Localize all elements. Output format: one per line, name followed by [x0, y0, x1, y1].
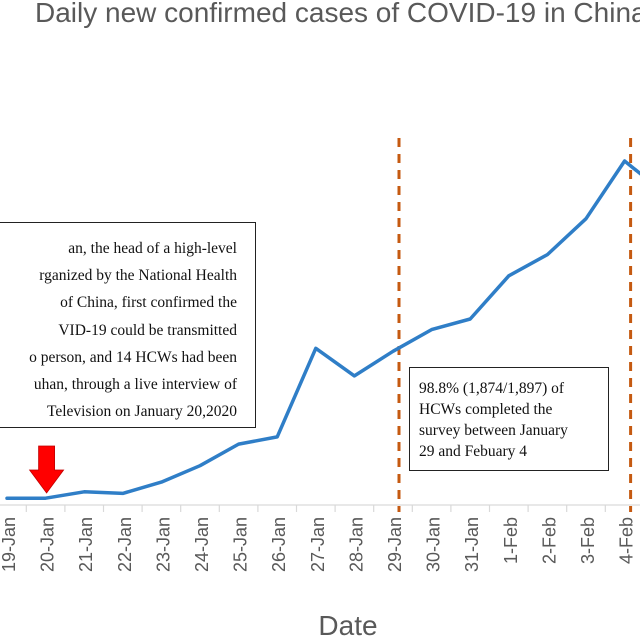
x-tick-label: 2-Feb	[539, 517, 559, 564]
annotation-line: VID-19 could be transmitted	[58, 321, 237, 339]
x-tick-label: 23-Jan	[153, 517, 173, 572]
x-tick-label: 22-Jan	[115, 517, 135, 572]
x-tick-label: 20-Jan	[38, 517, 58, 572]
annotation-line: o person, and 14 HCWs had been	[29, 348, 237, 366]
down-arrow-icon	[28, 445, 65, 494]
annotation-line: 98.8% (1,874/1,897) of	[419, 380, 565, 397]
x-tick-label: 4-Feb	[617, 517, 637, 564]
x-axis-ticks: 19-Jan 20-Jan 21-Jan 22-Jan 23-Jan 24-Jan 25-J…	[0, 505, 637, 572]
x-tick-label: 1-Feb	[501, 517, 521, 564]
series-group	[5, 159, 640, 500]
x-tick-label: 28-Jan	[346, 517, 366, 572]
x-tick-label: 21-Jan	[76, 517, 96, 572]
x-tick-label: 29-Jan	[385, 517, 405, 572]
annotation-line: uhan, through a live interview of	[33, 376, 237, 394]
annotation-line: Television on January 20,2020	[46, 403, 237, 421]
series-line	[5, 159, 640, 500]
interview-annotation-box: an, the head of a high-level rganized by…	[0, 222, 256, 428]
annotation-line: HCWs completed the	[419, 401, 553, 418]
x-tick-label: 30-Jan	[424, 517, 444, 572]
x-tick-label: 27-Jan	[308, 517, 328, 572]
annotation-line: an, the head of a high-level	[68, 240, 237, 257]
x-tick-label: 31-Jan	[462, 517, 482, 572]
x-tick-label: 26-Jan	[269, 517, 289, 572]
x-axis-label: Date	[318, 610, 377, 640]
vertical-markers	[397, 138, 633, 512]
x-tick-label: 25-Jan	[231, 517, 251, 572]
chart-title: Daily new confirmed cases of COVID-19 in…	[35, 0, 640, 28]
annotation-line: rganized by the National Health	[39, 267, 237, 285]
annotation-line: survey between January	[419, 422, 568, 439]
x-tick-label: 24-Jan	[192, 517, 212, 572]
survey-annotation-box: 98.8% (1,874/1,897) of HCWs completed th…	[409, 367, 609, 471]
x-tick-label: 3-Feb	[578, 517, 598, 564]
annotation-line: 29 and Febuary 4	[419, 443, 528, 460]
x-tick-label: 19-Jan	[0, 517, 19, 572]
arrow-shape	[28, 445, 65, 494]
annotation-line: of China, first confirmed the	[60, 294, 237, 312]
